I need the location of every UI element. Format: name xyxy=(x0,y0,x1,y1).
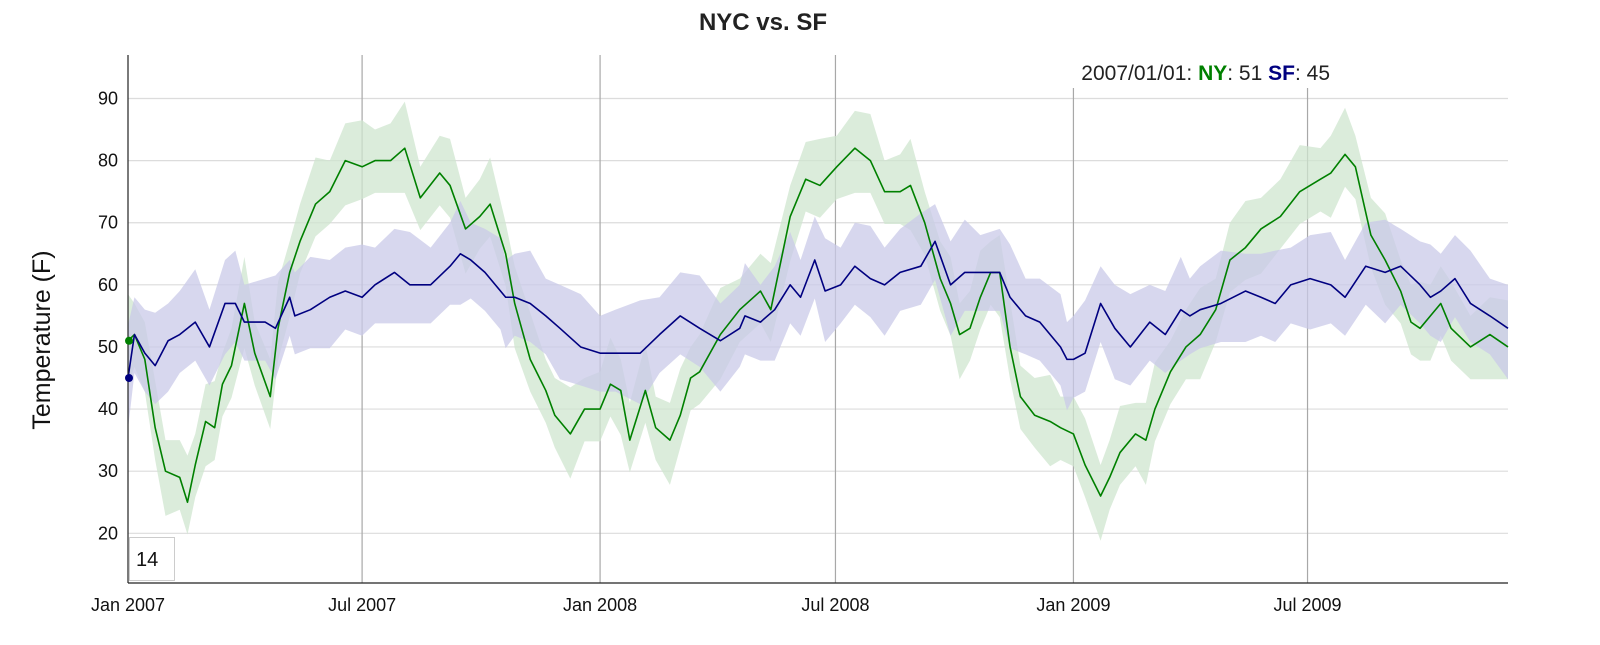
highlight-points xyxy=(125,336,133,383)
band-sf xyxy=(128,200,1508,429)
y-tick-label: 60 xyxy=(98,275,118,295)
line-ny xyxy=(127,147,1509,504)
legend-ny-label: NY xyxy=(1198,62,1227,85)
chart-title: NYC vs. SF xyxy=(699,9,827,36)
tick-labels: 20 30 40 50 60 70 80 90 Jan 2007 Jul 2007 Jan 2008… xyxy=(91,88,1342,615)
x-tick-label: Jul 2008 xyxy=(801,595,869,615)
highlight-point-sf xyxy=(125,374,133,383)
x-tick-label: Jul 2007 xyxy=(328,595,396,615)
x-tick-label: Jan 2007 xyxy=(91,595,165,615)
error-bands xyxy=(128,101,1508,541)
series-lines xyxy=(127,147,1509,504)
legend: 2007/01/01: NY: 51 SF: 45 xyxy=(1081,62,1330,85)
y-tick-label: 20 xyxy=(98,523,118,543)
y-tick-label: 70 xyxy=(98,213,118,233)
highlight-point-ny xyxy=(125,336,133,345)
y-tick-label: 30 xyxy=(98,461,118,481)
legend-sf-value: 45 xyxy=(1307,62,1330,85)
line-sf xyxy=(127,240,1509,379)
band-ny xyxy=(128,101,1508,541)
roll-period-input[interactable]: 14 xyxy=(129,537,175,581)
x-tick-label: Jan 2009 xyxy=(1036,595,1110,615)
y-axis-label: Temperature (F) xyxy=(28,250,56,429)
legend-background xyxy=(1012,54,1344,88)
legend-sf-label: SF xyxy=(1268,62,1295,85)
legend-ny-value: 51 xyxy=(1239,62,1262,85)
legend-date: 2007/01/01 xyxy=(1081,62,1186,85)
axes xyxy=(127,55,1508,584)
y-tick-label: 80 xyxy=(98,151,118,171)
y-tick-label: 90 xyxy=(98,88,118,108)
y-tick-label: 50 xyxy=(98,337,118,357)
x-tick-label: Jul 2009 xyxy=(1274,595,1342,615)
y-tick-label: 40 xyxy=(98,399,118,419)
x-tick-label: Jan 2008 xyxy=(563,595,637,615)
